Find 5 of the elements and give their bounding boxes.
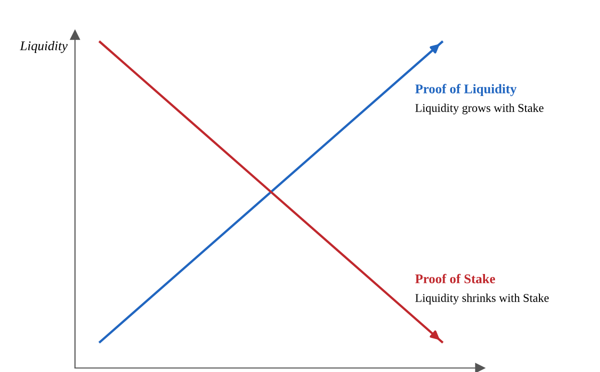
- annotation: Liquidity shrinks with Stake: [415, 294, 549, 304]
- annotation: Liquidity grows with Stake: [415, 104, 544, 114]
- y-axis-title: Liquidity: [20, 41, 68, 53]
- text: Proof of Stake: [415, 274, 496, 284]
- series-label: Proof of Liquidity: [415, 84, 517, 96]
